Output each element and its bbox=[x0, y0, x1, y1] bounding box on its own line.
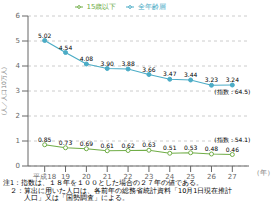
svg-text:0.46: 0.46 bbox=[226, 146, 240, 153]
svg-text:6: 6 bbox=[16, 12, 21, 20]
svg-text:(指数：64.5): (指数：64.5) bbox=[214, 88, 250, 95]
svg-text:25: 25 bbox=[186, 173, 195, 180]
svg-text:26: 26 bbox=[207, 173, 216, 180]
svg-text:0.63: 0.63 bbox=[142, 141, 156, 148]
svg-text:1: 1 bbox=[16, 137, 20, 145]
svg-text:3.44: 3.44 bbox=[184, 71, 198, 78]
svg-text:27: 27 bbox=[228, 173, 237, 180]
svg-text:3.66: 3.66 bbox=[142, 66, 156, 73]
svg-text:3.47: 3.47 bbox=[163, 70, 177, 77]
html-text:全年齢層: 全年齢層 bbox=[138, 3, 167, 11]
svg-text:3.88: 3.88 bbox=[121, 60, 135, 67]
svg-text:0: 0 bbox=[16, 162, 20, 170]
svg-text:0.62: 0.62 bbox=[121, 142, 135, 149]
html-text:２：算出に用いた人口は、各前年の総務省統計資料「10月1日現: ２：算出に用いた人口は、各前年の総務省統計資料「10月1日現在推計 bbox=[3, 186, 233, 195]
svg-text:0.51: 0.51 bbox=[163, 144, 177, 151]
svg-text:(指数：54.1): (指数：54.1) bbox=[214, 136, 250, 143]
html-text:15歳以下: 15歳以下 bbox=[86, 3, 117, 11]
svg-text:4.08: 4.08 bbox=[80, 55, 94, 62]
svg-text:3.24: 3.24 bbox=[226, 76, 240, 83]
svg-text:0.73: 0.73 bbox=[59, 139, 73, 146]
svg-text:19: 19 bbox=[61, 173, 70, 180]
svg-text:0.61: 0.61 bbox=[101, 142, 115, 149]
html-text:人口」又は「国勢調査」による。: 人口」又は「国勢調査」による。 bbox=[3, 194, 129, 202]
svg-text:5.02: 5.02 bbox=[38, 32, 52, 39]
svg-text:20: 20 bbox=[82, 173, 91, 180]
svg-text:3.23: 3.23 bbox=[205, 76, 219, 83]
svg-text:3: 3 bbox=[16, 87, 20, 95]
svg-text:4.54: 4.54 bbox=[59, 44, 73, 51]
svg-text:24: 24 bbox=[165, 173, 174, 180]
svg-text:21: 21 bbox=[103, 173, 112, 180]
svg-text:4: 4 bbox=[16, 62, 21, 70]
svg-text:0.85: 0.85 bbox=[38, 136, 52, 143]
svg-text:23: 23 bbox=[144, 173, 153, 180]
svg-text:（年）: （年） bbox=[253, 169, 265, 177]
svg-text:0.48: 0.48 bbox=[205, 145, 219, 152]
svg-text:0.53: 0.53 bbox=[184, 144, 198, 151]
svg-text:平成18: 平成18 bbox=[33, 173, 56, 180]
svg-text:(人／人口10万人): (人／人口10万人) bbox=[8, 67, 9, 115]
svg-text:22: 22 bbox=[124, 173, 133, 180]
html-text:注1：指数は、１８年を１００とした場合の２７年の値である。: 注1：指数は、１８年を１００とした場合の２７年の値である。 bbox=[3, 179, 204, 187]
svg-text:2: 2 bbox=[16, 112, 20, 120]
svg-text:5: 5 bbox=[16, 37, 20, 45]
svg-text:0.69: 0.69 bbox=[80, 140, 94, 147]
svg-text:3.90: 3.90 bbox=[101, 60, 115, 67]
